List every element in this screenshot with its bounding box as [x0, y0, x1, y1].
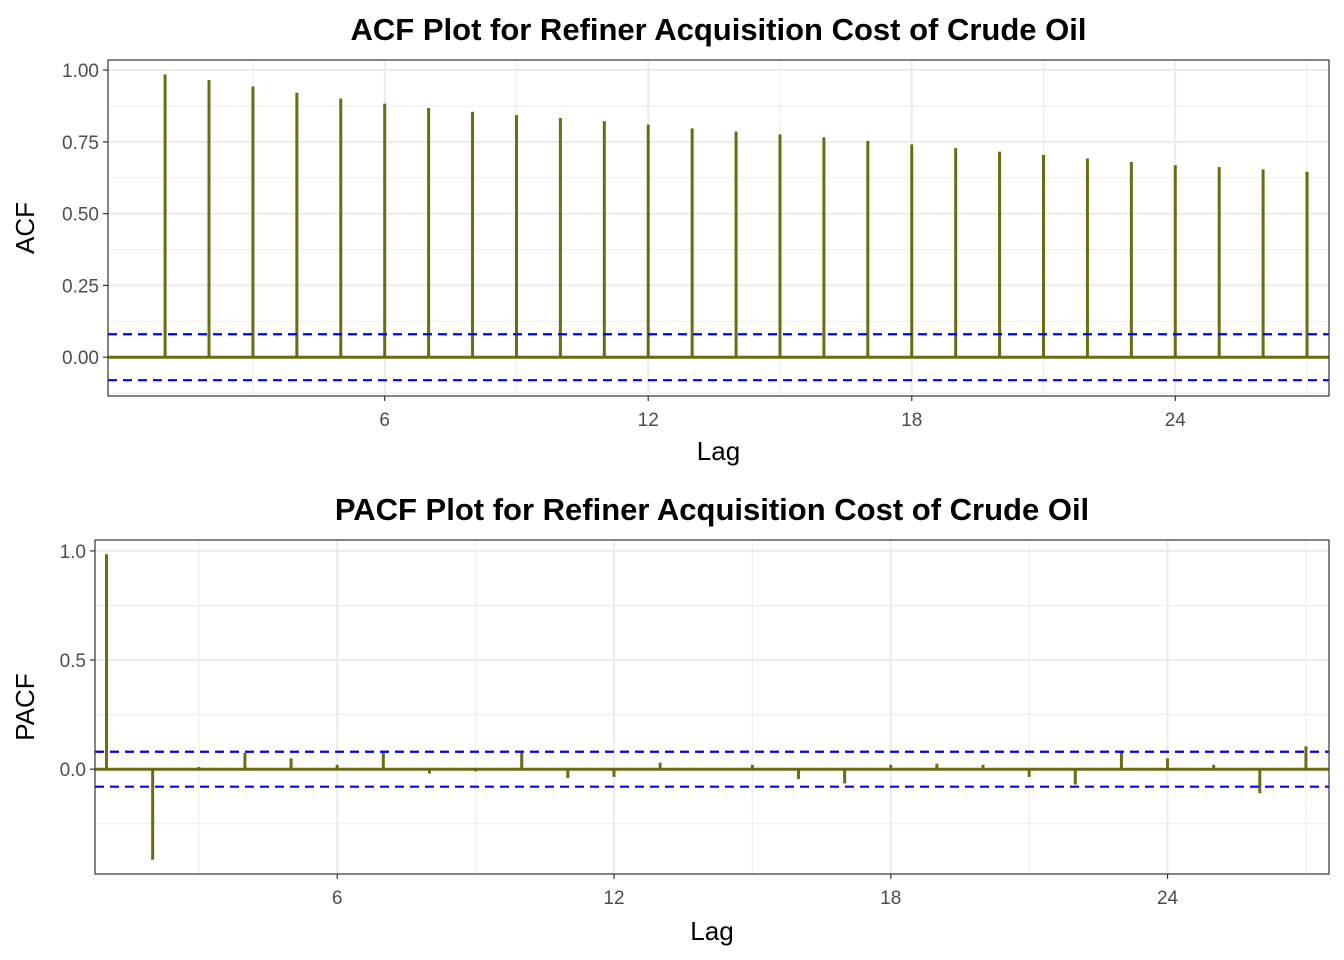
- y-tick-label: 0.5: [60, 651, 86, 672]
- pacf-panel: PACF Plot for Refiner Acquisition Cost o…: [10, 492, 1330, 946]
- y-tick-label: 0.00: [62, 348, 99, 369]
- x-axis-title: Lag: [690, 916, 733, 946]
- x-tick-label: 12: [638, 410, 659, 431]
- x-tick-label: 18: [901, 410, 922, 431]
- x-tick-label: 24: [1157, 888, 1179, 909]
- x-tick-label: 12: [603, 888, 624, 909]
- y-tick-label: 0.0: [60, 760, 86, 781]
- x-tick-label: 6: [332, 888, 343, 909]
- x-tick-label: 24: [1165, 410, 1187, 431]
- panel-border: [107, 59, 1330, 397]
- y-tick-label: 0.75: [62, 133, 99, 154]
- acf-panel: ACF Plot for Refiner Acquisition Cost of…: [10, 12, 1330, 466]
- chart-title: ACF Plot for Refiner Acquisition Cost of…: [351, 12, 1087, 47]
- y-axis-title: ACF: [10, 202, 40, 254]
- x-tick-label: 6: [379, 410, 390, 431]
- y-tick-label: 0.50: [62, 205, 99, 226]
- y-tick-label: 1.00: [62, 61, 99, 82]
- x-axis-title: Lag: [697, 436, 740, 466]
- y-axis-title: PACF: [10, 673, 40, 740]
- x-tick-label: 18: [880, 888, 901, 909]
- panel-border: [94, 539, 1330, 875]
- y-tick-label: 1.0: [60, 542, 86, 563]
- chart-title: PACF Plot for Refiner Acquisition Cost o…: [335, 492, 1089, 527]
- y-tick-label: 0.25: [62, 276, 99, 297]
